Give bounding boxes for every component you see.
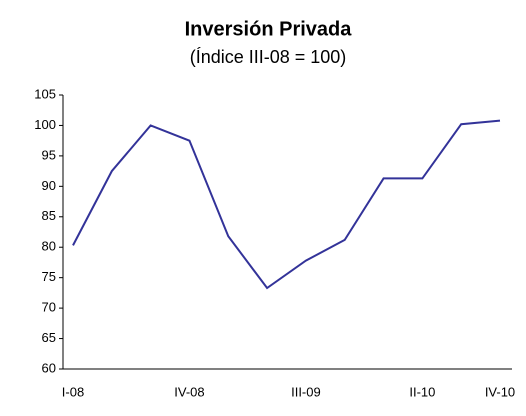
- y-tick-label: 90: [42, 178, 56, 193]
- y-tick-label: 65: [42, 330, 56, 345]
- y-tick-label: 85: [42, 208, 56, 223]
- y-tick-label: 80: [42, 239, 56, 254]
- x-tick-label: II-10: [409, 384, 435, 399]
- x-tick-label: III-09: [291, 384, 321, 399]
- y-tick-label: 70: [42, 300, 56, 315]
- x-tick-label: IV-10: [485, 384, 515, 399]
- y-tick-label: 75: [42, 269, 56, 284]
- y-tick-label: 100: [34, 117, 56, 132]
- line-series: [72, 119, 501, 290]
- y-tick-label: 60: [42, 360, 56, 375]
- y-tick-label: 95: [42, 147, 56, 162]
- x-tick-label: IV-08: [174, 384, 204, 399]
- y-tick-label: 105: [34, 86, 56, 101]
- chart-title: Inversión Privada: [185, 18, 353, 40]
- chart-subtitle: (Índice III-08 = 100): [190, 47, 347, 67]
- x-tick-label: I-08: [62, 384, 84, 399]
